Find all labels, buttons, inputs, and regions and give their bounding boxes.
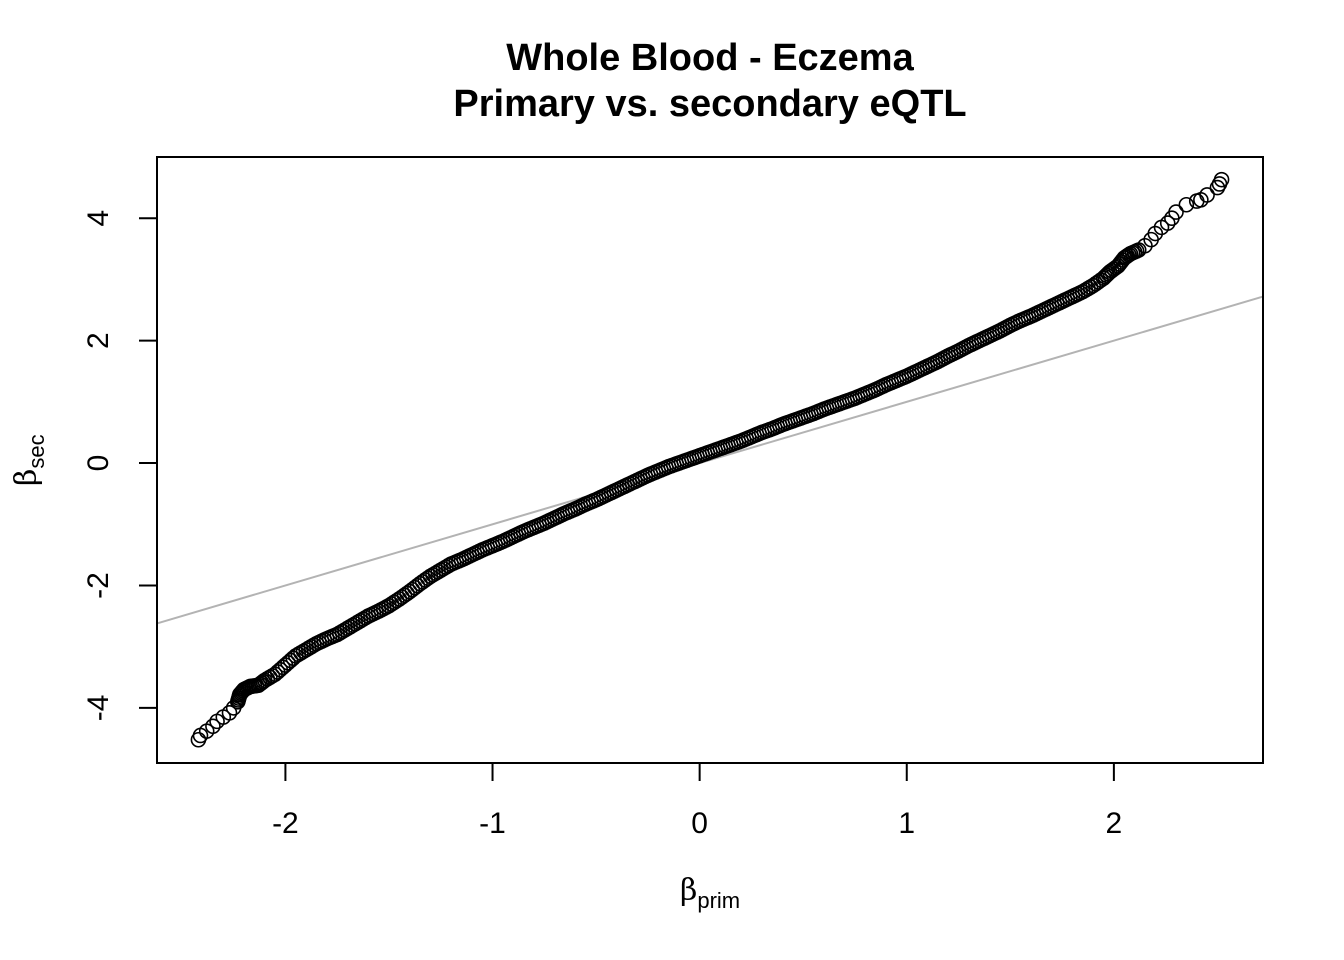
data-point (1085, 277, 1101, 294)
x-tick-label: 2 (1106, 807, 1123, 840)
y-tick-label: -2 (82, 572, 115, 599)
plot-frame (156, 156, 1264, 764)
x-axis-label: βprim (680, 873, 740, 913)
x-tick-label: -1 (479, 807, 506, 840)
y-axis: -4 -2 0 2 4 (82, 210, 157, 721)
y-axis-label: βsec (9, 434, 49, 486)
chart-title: Whole Blood - Eczema (506, 37, 914, 79)
x-axis-label-subscript: prim (697, 888, 740, 913)
y-tick-label: 4 (82, 210, 115, 227)
data-point (1213, 171, 1230, 188)
x-tick-label: 0 (691, 807, 708, 840)
y-tick-label: -4 (82, 695, 115, 722)
data-point (401, 583, 418, 600)
data-point (391, 591, 408, 607)
x-tick-label: 1 (898, 807, 915, 840)
data-point (409, 577, 426, 594)
x-axis-label-symbol: β (680, 873, 697, 908)
x-axis: -2 -1 0 1 2 (272, 763, 1122, 840)
data-point (399, 585, 415, 602)
x-tick-label: -2 (272, 807, 299, 840)
data-point (1199, 187, 1215, 203)
data-point (1100, 265, 1116, 282)
y-tick-label: 0 (82, 455, 115, 472)
data-point (412, 575, 428, 592)
data-point (205, 718, 221, 735)
chart-subtitle: Primary vs. secondary eQTL (453, 83, 966, 125)
data-point (396, 587, 413, 604)
data-point (1159, 215, 1176, 231)
data-point (1168, 204, 1184, 220)
data-point (1209, 179, 1226, 196)
data-point (394, 589, 410, 605)
data-point (1178, 196, 1195, 213)
data-point (404, 581, 421, 598)
data-points-layer (190, 171, 1230, 748)
data-point (264, 667, 281, 684)
data-point (282, 652, 299, 669)
y-axis-label-subscript: sec (24, 434, 49, 468)
data-point (407, 579, 423, 596)
data-point (221, 705, 238, 721)
y-axis-label-symbol: β (9, 469, 44, 486)
y-tick-label: 2 (82, 332, 115, 349)
